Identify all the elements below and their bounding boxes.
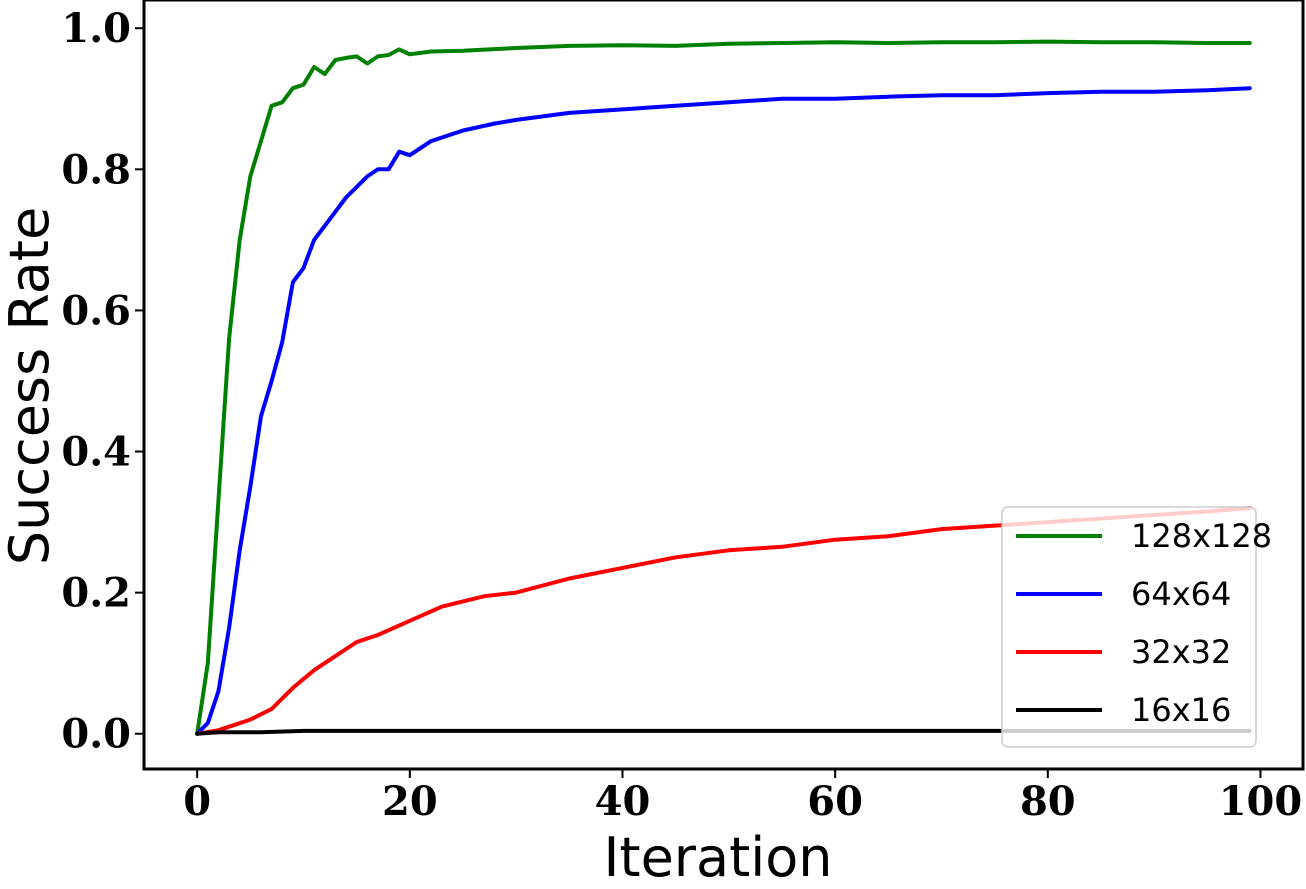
y-axis: 0.0 0.2 0.4 0.6 0.8 1.0: [61, 5, 144, 758]
x-tick-label: 20: [382, 778, 438, 825]
y-tick-label: 0.6: [61, 287, 131, 334]
y-tick-label: 0.2: [61, 570, 131, 617]
y-axis-label: Success Rate: [0, 207, 61, 565]
plot-area-frame: [142, 0, 1305, 771]
y-tick-label: 0.4: [61, 429, 131, 476]
x-axis-label: Iteration: [603, 826, 832, 889]
series-line-128x128: [195, 39, 1252, 736]
legend-label-32x32: 32x32: [1131, 633, 1231, 671]
x-tick-label: 40: [595, 778, 651, 825]
series-layer: [195, 39, 1252, 736]
y-tick-label: 0.8: [61, 146, 131, 193]
x-tick-label: 80: [1020, 778, 1076, 825]
y-tick-label: 1.0: [61, 5, 131, 52]
series-line-64x64: [195, 86, 1252, 736]
legend-label-16x16: 16x16: [1131, 691, 1231, 729]
legend: 128x128 64x64 32x32 16x16: [1001, 506, 1272, 748]
legend-label-64x64: 64x64: [1131, 575, 1231, 613]
x-tick-label: 0: [183, 778, 211, 825]
y-tick-label: 0.0: [61, 711, 131, 758]
legend-label-128x128: 128x128: [1131, 517, 1272, 555]
legend-box: [1001, 506, 1257, 748]
x-tick-label: 60: [807, 778, 863, 825]
x-tick-label: 100: [1219, 778, 1303, 825]
series-line-16x16: [195, 728, 1252, 736]
x-axis: 0 20 40 60 80 100: [183, 769, 1302, 825]
